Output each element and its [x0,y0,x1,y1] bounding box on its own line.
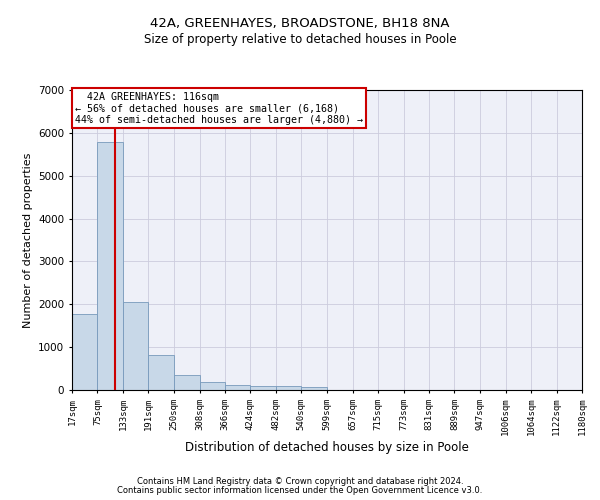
Text: 42A, GREENHAYES, BROADSTONE, BH18 8NA: 42A, GREENHAYES, BROADSTONE, BH18 8NA [150,18,450,30]
Text: Size of property relative to detached houses in Poole: Size of property relative to detached ho… [143,32,457,46]
Text: 42A GREENHAYES: 116sqm
← 56% of detached houses are smaller (6,168)
44% of semi-: 42A GREENHAYES: 116sqm ← 56% of detached… [74,92,362,124]
Y-axis label: Number of detached properties: Number of detached properties [23,152,32,328]
Text: Contains HM Land Registry data © Crown copyright and database right 2024.: Contains HM Land Registry data © Crown c… [137,477,463,486]
Bar [225,385,250,390]
Bar [250,386,276,390]
Bar [123,302,148,390]
Bar [174,376,200,390]
Bar [72,314,97,390]
Text: Contains public sector information licensed under the Open Government Licence v3: Contains public sector information licen… [118,486,482,495]
Bar [200,382,225,390]
Bar [301,387,327,390]
X-axis label: Distribution of detached houses by size in Poole: Distribution of detached houses by size … [185,441,469,454]
Bar [276,386,301,390]
Bar [148,355,174,390]
Bar [97,142,123,390]
